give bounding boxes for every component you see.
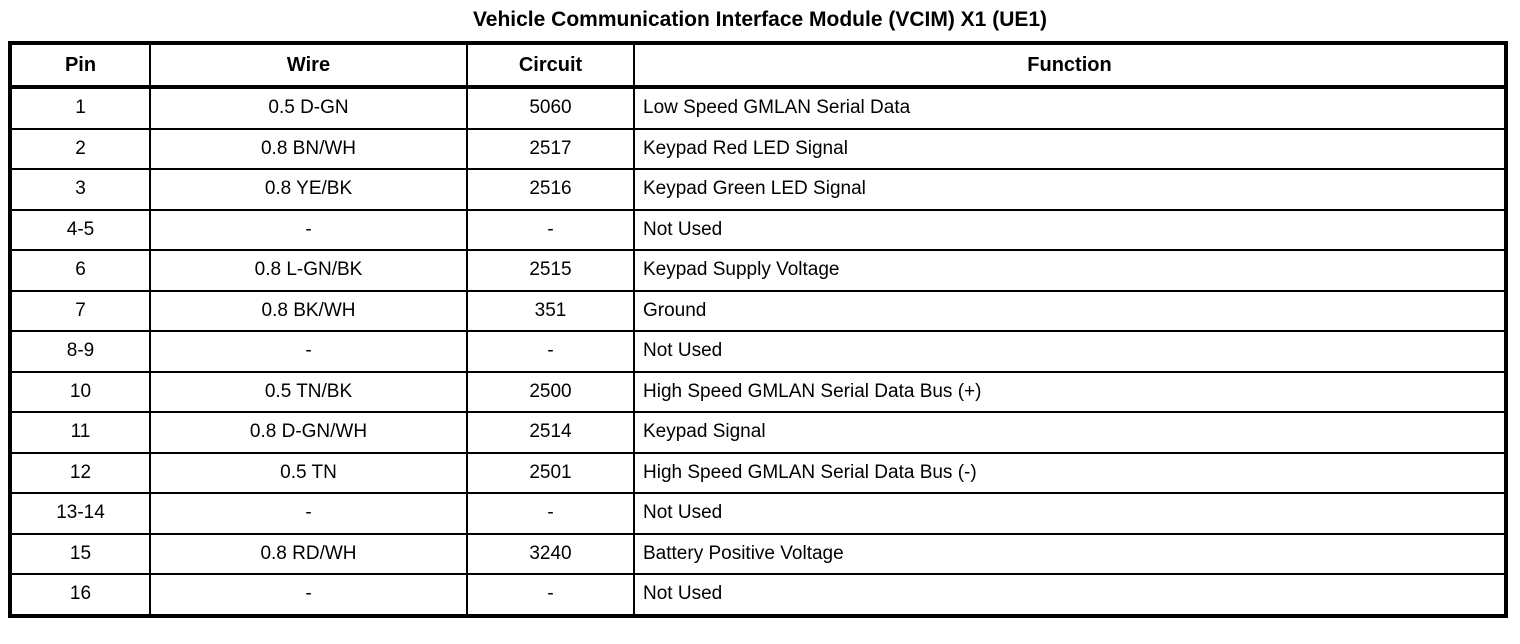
function-cell: Keypad Signal (633, 411, 1507, 454)
wire-cell: 0.8 D-GN/WH (149, 411, 468, 454)
function-cell: Keypad Supply Voltage (633, 249, 1507, 292)
table-row: 10 0.5 TN/BK 2500 High Speed GMLAN Serial D… (9, 370, 1507, 413)
circuit-cell: 2500 (466, 370, 635, 413)
circuit-cell: 3240 (466, 532, 635, 575)
function-cell: Not Used (633, 492, 1507, 535)
circuit-cell: 2517 (466, 127, 635, 170)
table-row: 11 0.8 D-GN/WH 2514 Keypad Signal (9, 411, 1507, 454)
pin-cell: 12 (9, 451, 151, 494)
pinout-table: Pin Wire Circuit Function 1 0.5 D-GN 5060 L… (8, 41, 1508, 618)
pin-cell: 11 (9, 411, 151, 454)
table-row: 3 0.8 YE/BK 2516 Keypad Green LED Signal (9, 168, 1507, 211)
pin-cell: 15 (9, 532, 151, 575)
table-row: 7 0.8 BK/WH 351 Ground (9, 289, 1507, 332)
wire-cell: 0.8 L-GN/BK (149, 249, 468, 292)
wire-cell: - (149, 330, 468, 373)
pin-cell: 7 (9, 289, 151, 332)
table-row: 2 0.8 BN/WH 2517 Keypad Red LED Signal (9, 127, 1507, 170)
wire-cell: - (149, 492, 468, 535)
wire-cell: - (149, 208, 468, 251)
pin-cell: 2 (9, 127, 151, 170)
wire-cell: 0.8 YE/BK (149, 168, 468, 211)
circuit-cell: - (466, 330, 635, 373)
wire-cell: 0.8 BK/WH (149, 289, 468, 332)
pin-cell: 1 (9, 86, 151, 130)
circuit-cell: 2501 (466, 451, 635, 494)
page-title: Vehicle Communication Interface Module (… (472, 8, 1048, 31)
table-row: 6 0.8 L-GN/BK 2515 Keypad Supply Voltage (9, 249, 1507, 292)
column-header-circuit: Circuit (466, 42, 635, 89)
circuit-cell: - (466, 208, 635, 251)
circuit-cell: 5060 (466, 86, 635, 130)
function-cell: Keypad Red LED Signal (633, 127, 1507, 170)
table-row: 13-14- - Not Used (9, 492, 1507, 535)
function-cell: Low Speed GMLAN Serial Data (633, 86, 1507, 130)
wire-cell: 0.8 BN/WH (149, 127, 468, 170)
pin-cell: 16 (9, 573, 151, 617)
pin-cell: 8-9 (9, 330, 151, 373)
table-row: 15 0.8 RD/WH 3240 Battery Positive Voltage (9, 532, 1507, 575)
wire-cell: 0.5 TN/BK (149, 370, 468, 413)
table-row: 4-5- - Not Used (9, 208, 1507, 251)
function-cell: Not Used (633, 208, 1507, 251)
function-cell: Battery Positive Voltage (633, 532, 1507, 575)
circuit-cell: - (466, 573, 635, 617)
header-row: Pin Wire Circuit Function (9, 42, 1507, 89)
column-header-pin: Pin (9, 42, 151, 89)
wire-cell: 0.5 D-GN (149, 86, 468, 130)
function-cell: Ground (633, 289, 1507, 332)
pin-cell: 4-5 (9, 208, 151, 251)
table-row: 1 0.5 D-GN 5060 Low Speed GMLAN Serial Data (9, 86, 1507, 130)
circuit-cell: 351 (466, 289, 635, 332)
pin-cell: 10 (9, 370, 151, 413)
circuit-cell: 2515 (466, 249, 635, 292)
circuit-cell: 2514 (466, 411, 635, 454)
table-row: 16- - Not Used (9, 573, 1507, 617)
function-cell: Keypad Green LED Signal (633, 168, 1507, 211)
function-cell: Not Used (633, 573, 1507, 617)
table-row: 12 0.5 TN 2501 High Speed GMLAN Serial Data… (9, 451, 1507, 494)
circuit-cell: - (466, 492, 635, 535)
wire-cell: - (149, 573, 468, 617)
column-header-wire: Wire (149, 42, 468, 89)
circuit-cell: 2516 (466, 168, 635, 211)
pin-cell: 3 (9, 168, 151, 211)
function-cell: High Speed GMLAN Serial Data Bus (-) (633, 451, 1507, 494)
pin-cell: 6 (9, 249, 151, 292)
function-cell: High Speed GMLAN Serial Data Bus (+) (633, 370, 1507, 413)
function-cell: Not Used (633, 330, 1507, 373)
wire-cell: 0.5 TN (149, 451, 468, 494)
pin-cell: 13-14 (9, 492, 151, 535)
table-row: 8-9- - Not Used (9, 330, 1507, 373)
wire-cell: 0.8 RD/WH (149, 532, 468, 575)
column-header-function: Function (633, 42, 1507, 89)
